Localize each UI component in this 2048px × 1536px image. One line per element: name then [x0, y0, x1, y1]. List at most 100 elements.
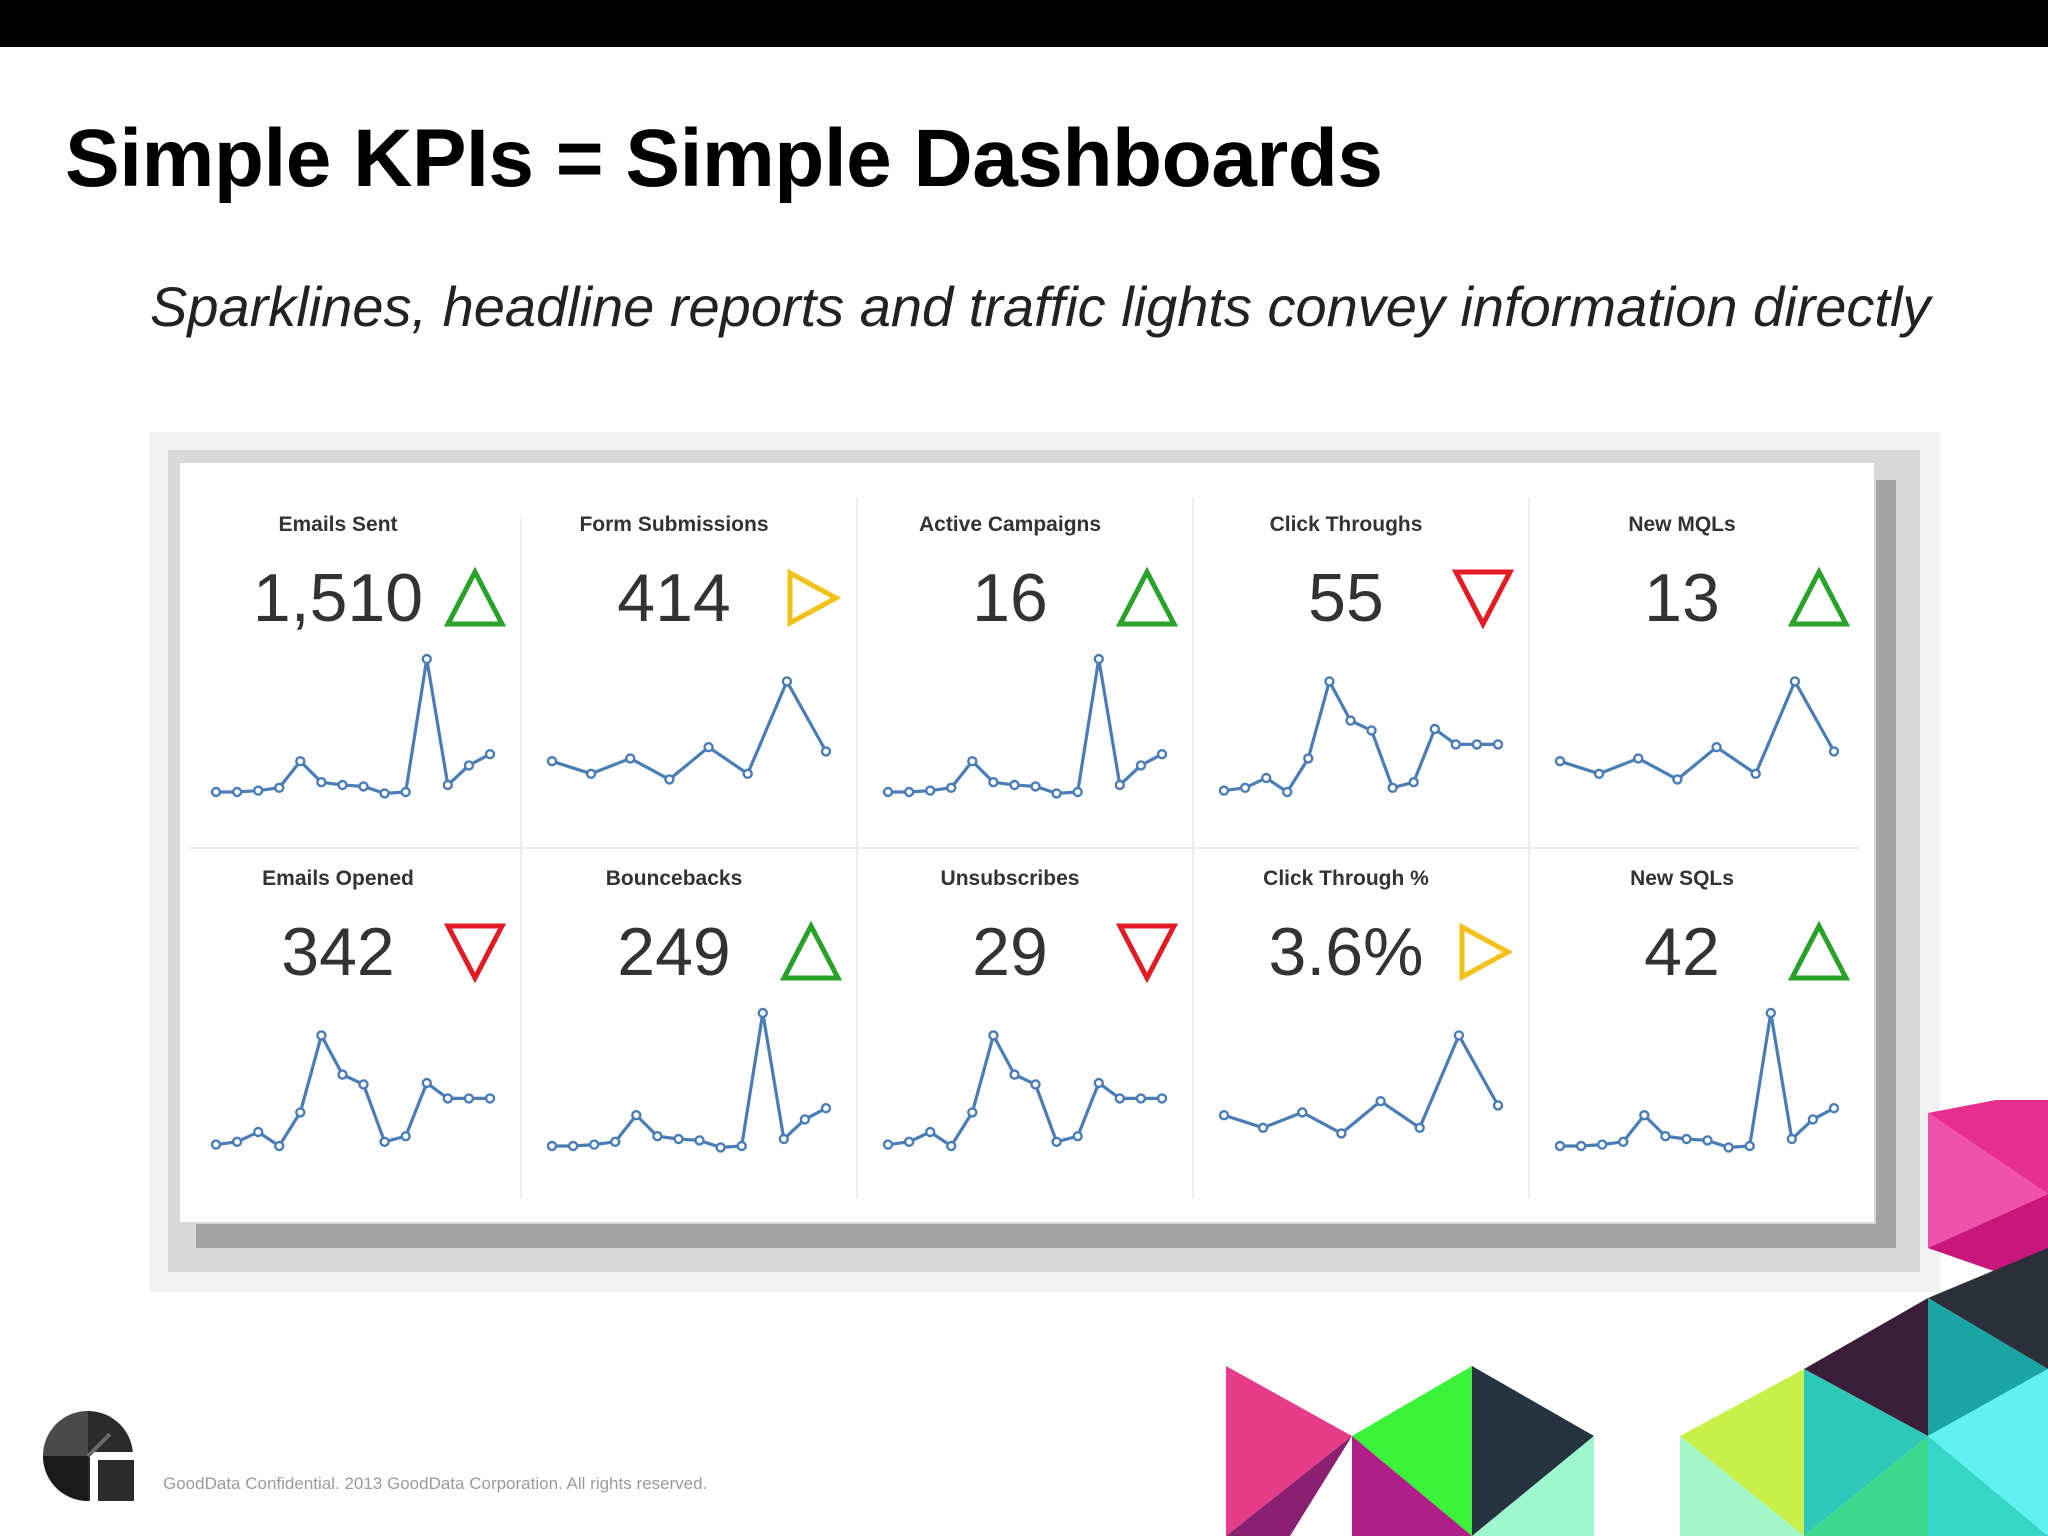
sparkline-point: [1375, 1095, 1386, 1107]
sparkline: [1218, 676, 1504, 798]
slide-subtitle: Sparklines, headline reports and traffic…: [150, 275, 1931, 338]
sparkline-point: [882, 1139, 894, 1150]
sparkline-point: [664, 774, 675, 785]
sparkline-point: [1030, 781, 1041, 792]
sparkline: [210, 653, 496, 799]
sparkline-point: [567, 1140, 579, 1152]
sparkline: [882, 653, 1168, 799]
sparkline-point: [1702, 1135, 1713, 1146]
sparkline-point: [1597, 1139, 1608, 1150]
top-bar: [0, 0, 2048, 47]
triangle-down-icon: [444, 923, 506, 983]
sparkline-point: [316, 776, 327, 788]
triangle-up-icon: [780, 921, 842, 981]
kpi-tile: New MQLs 13: [1532, 463, 1868, 817]
sparkline-point: [988, 1030, 999, 1041]
slide-title: Simple KPIs = Simple Dashboards: [65, 113, 1383, 204]
sparkline-point: [231, 786, 243, 798]
sparkline-point: [1807, 1114, 1819, 1125]
sparkline-point: [358, 1079, 369, 1090]
sparkline-point: [1723, 1142, 1734, 1153]
sparkline-point: [1786, 1133, 1798, 1145]
sparkline-point: [1303, 753, 1314, 764]
kpi-tile: Click Through % 3.6%: [1196, 817, 1532, 1171]
sparkline-point: [1554, 1140, 1566, 1152]
kpi-title: Emails Opened: [262, 867, 414, 890]
sparkline-point: [925, 1126, 936, 1138]
sparkline-point: [358, 781, 369, 792]
sparkline-point: [1414, 1122, 1425, 1134]
kpi-title: Bouncebacks: [605, 867, 743, 890]
kpi-value: 1,510: [252, 560, 424, 636]
sparkline-path: [1223, 1031, 1500, 1136]
sparkline-point: [337, 1069, 348, 1080]
sparkline: [1554, 1007, 1840, 1153]
sparkline-point: [1744, 1140, 1755, 1152]
sparkline: [546, 1007, 832, 1153]
sparkline-point: [295, 755, 306, 767]
sparkline-point: [1261, 772, 1272, 784]
sparkline-point: [1387, 782, 1398, 794]
sparkline-point: [1051, 788, 1062, 799]
kpi-tile: New SQLs 42: [1532, 817, 1868, 1171]
sparkline-point: [1492, 739, 1504, 750]
sparkline: [546, 676, 832, 785]
sparkline-point: [1453, 1030, 1465, 1041]
sparkline-point: [589, 1139, 600, 1150]
sparkline-point: [273, 782, 285, 794]
sparkline-point: [903, 1136, 915, 1148]
kpi-tile: Active Campaigns 16: [860, 463, 1196, 817]
sparkline-point: [694, 1135, 705, 1146]
sparkline-point: [1672, 774, 1683, 785]
sparkline-point: [1093, 1077, 1105, 1089]
sparkline-point: [316, 1030, 327, 1041]
sparkline-point: [1681, 1133, 1692, 1145]
sparkline-point: [421, 1077, 433, 1089]
kpi-title: Form Submissions: [579, 513, 769, 536]
sparkline-point: [1156, 748, 1168, 760]
kpi-title: Unsubscribes: [940, 867, 1080, 890]
sparkline: [1218, 1030, 1504, 1139]
sparkline-point: [703, 741, 714, 753]
kpi-title: Active Campaigns: [918, 513, 1102, 536]
sparkline-point: [463, 760, 475, 771]
sparkline-point: [546, 755, 558, 767]
footer-text: GoodData Confidential. 2013 GoodData Cor…: [163, 1474, 708, 1493]
sparkline-point: [1135, 760, 1147, 771]
sparkline-point: [484, 1093, 496, 1104]
triangle-up-icon: [1788, 921, 1850, 981]
kpi-title: Click Through %: [1263, 867, 1429, 890]
sparkline-point: [379, 1136, 390, 1148]
sparkline-point: [1114, 779, 1126, 791]
sparkline-point: [1366, 725, 1377, 736]
sparkline-point: [988, 776, 999, 788]
sparkline-point: [210, 786, 222, 798]
sparkline-point: [1009, 779, 1020, 791]
sparkline-point: [1450, 739, 1462, 750]
sparkline-point: [1711, 741, 1722, 753]
sparkline-point: [1828, 1102, 1840, 1114]
sparkline-point: [400, 786, 411, 798]
sparkline-path: [552, 1012, 827, 1150]
sparkline-point: [253, 1126, 264, 1138]
sparkline-point: [945, 1140, 957, 1152]
sparkline-point: [967, 755, 978, 767]
sparkline-point: [903, 786, 915, 798]
sparkline-point: [945, 782, 957, 794]
kpi-tile: Unsubscribes 29: [860, 817, 1196, 1171]
gooddata-logo-icon: [43, 1411, 134, 1501]
sparkline-point: [1239, 782, 1251, 794]
sparkline-point: [1617, 1136, 1629, 1148]
sparkline-point: [1554, 755, 1566, 767]
sparkline-point: [1750, 768, 1761, 780]
kpi-value: 13: [1644, 560, 1720, 636]
sparkline-point: [1408, 776, 1419, 788]
triangle-up-icon: [444, 567, 506, 627]
sparkline-point: [1218, 1109, 1230, 1121]
sparkline-point: [484, 748, 496, 760]
row-divider: [190, 847, 1860, 849]
kpi-tile: Click Throughs 55: [1196, 463, 1532, 817]
sparkline-point: [1156, 1093, 1168, 1104]
sparkline-point: [778, 1133, 790, 1145]
sparkline-point: [631, 1109, 642, 1121]
